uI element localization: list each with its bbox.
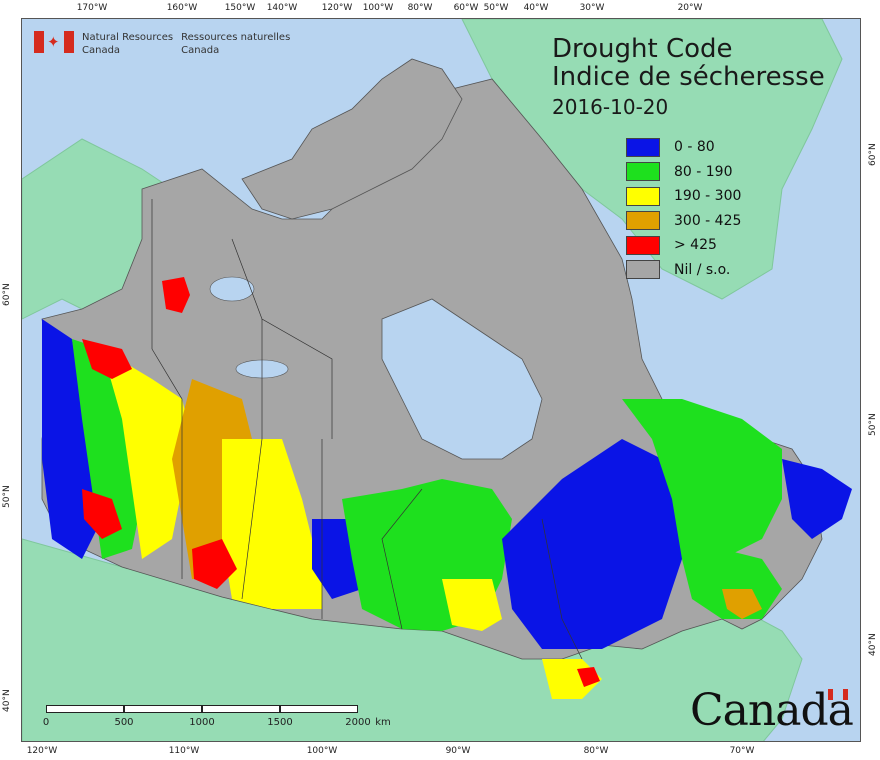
- wordmark-flag-icon: [828, 689, 848, 700]
- tick-bottom-80w: 80°W: [583, 746, 609, 756]
- tick-bottom-90w: 90°W: [445, 746, 471, 756]
- legend-item: 190 - 300: [626, 184, 741, 209]
- tick-bottom-70w: 70°W: [729, 746, 755, 756]
- canada-wordmark: Canada: [690, 685, 854, 736]
- legend-item: > 425: [626, 233, 741, 258]
- tick-bottom-110w: 110°W: [168, 746, 200, 756]
- tick-top-170w: 170°W: [76, 3, 108, 13]
- agency-name-en: Natural Resources Canada: [82, 32, 174, 56]
- arctic-islands: [241, 58, 463, 220]
- scale-label: 1500: [267, 717, 293, 728]
- legend-item: 300 - 425: [626, 209, 741, 234]
- legend-label: 80 - 190: [674, 163, 733, 180]
- tick-right-40n: 40°N: [868, 633, 878, 656]
- legend-swatch: [626, 137, 660, 157]
- legend-swatch: [626, 211, 660, 231]
- title-fr: Indice de sécheresse: [552, 62, 825, 92]
- scale-segment: [46, 705, 124, 713]
- tick-top-120w: 120°W: [321, 3, 353, 13]
- map-title: Drought Code Indice de sécheresse 2016-1…: [552, 35, 825, 121]
- legend-item: 0 - 80: [626, 135, 741, 160]
- tick-top-160w: 160°W: [166, 3, 198, 13]
- dc-ontario-high: [442, 579, 502, 631]
- legend-swatch: [626, 235, 660, 255]
- legend-item: Nil / s.o.: [626, 258, 741, 283]
- dc-quebec-low: [502, 439, 682, 649]
- scale-segment: [280, 705, 358, 713]
- great-bear-lake: [209, 276, 255, 302]
- dc-nwt-extreme: [162, 277, 190, 313]
- title-en: Drought Code: [552, 34, 733, 64]
- tick-top-100w: 100°W: [362, 3, 394, 13]
- legend-item: 80 - 190: [626, 160, 741, 185]
- tick-left-60n: 60°N: [2, 283, 12, 306]
- tick-top-60w: 60°W: [453, 3, 479, 13]
- tick-top-150w: 150°W: [224, 3, 256, 13]
- legend-label: Nil / s.o.: [674, 261, 731, 278]
- provincial-boundaries: [151, 199, 583, 660]
- map-date: 2016-10-20: [552, 95, 669, 119]
- dc-prairie-extreme: [192, 539, 237, 589]
- legend-label: 300 - 425: [674, 212, 742, 229]
- dc-bc-moderate: [72, 339, 142, 559]
- dc-bc-high: [102, 349, 192, 559]
- tick-top-30w: 30°W: [579, 3, 605, 13]
- dc-quebec-moderate: [622, 399, 782, 559]
- scale-label: 2000: [345, 717, 371, 728]
- tick-bottom-120w: 120°W: [26, 746, 58, 756]
- tick-left-50n: 50°N: [2, 485, 12, 508]
- map-canvas[interactable]: ✦ Natural Resources Canada Ressources na…: [21, 18, 861, 742]
- dc-bc-extreme-south: [82, 489, 122, 539]
- tick-right-50n: 50°N: [868, 413, 878, 436]
- canada-flag-icon: ✦: [34, 31, 74, 53]
- dc-bc-extreme: [82, 339, 132, 379]
- tick-top-50w: 50°W: [483, 3, 509, 13]
- tick-top-140w: 140°W: [266, 3, 298, 13]
- legend: 0 - 80 80 - 190 190 - 300 300 - 425 > 42…: [626, 135, 741, 282]
- legend-swatch: [626, 260, 660, 280]
- tick-top-40w: 40°W: [523, 3, 549, 13]
- legend-label: > 425: [674, 237, 717, 254]
- legend-label: 0 - 80: [674, 139, 715, 156]
- agency-signature: ✦ Natural Resources Canada Ressources na…: [34, 31, 290, 57]
- map-svg: [22, 19, 852, 741]
- tick-left-40n: 40°N: [2, 689, 12, 712]
- legend-label: 190 - 300: [674, 188, 742, 205]
- dc-southern-ontario-extreme: [577, 667, 600, 687]
- agency-name-fr: Ressources naturelles Canada: [181, 32, 291, 56]
- dc-prairie-high: [222, 439, 322, 609]
- scale-segment: [124, 705, 202, 713]
- scale-segment: [202, 705, 280, 713]
- tick-right-60n: 60°N: [868, 143, 878, 166]
- tick-bottom-100w: 100°W: [306, 746, 338, 756]
- scale-label: 0: [42, 717, 50, 728]
- legend-swatch: [626, 162, 660, 182]
- tick-top-80w: 80°W: [407, 3, 433, 13]
- legend-swatch: [626, 186, 660, 206]
- scale-label: 500: [114, 717, 134, 728]
- dc-maritimes-very-high: [722, 589, 762, 619]
- scale-label: 1000: [189, 717, 215, 728]
- hudson-bay-water: [381, 298, 543, 460]
- tick-top-20w: 20°W: [677, 3, 703, 13]
- dc-newfoundland-low: [782, 459, 852, 539]
- scale-unit: km: [375, 717, 391, 728]
